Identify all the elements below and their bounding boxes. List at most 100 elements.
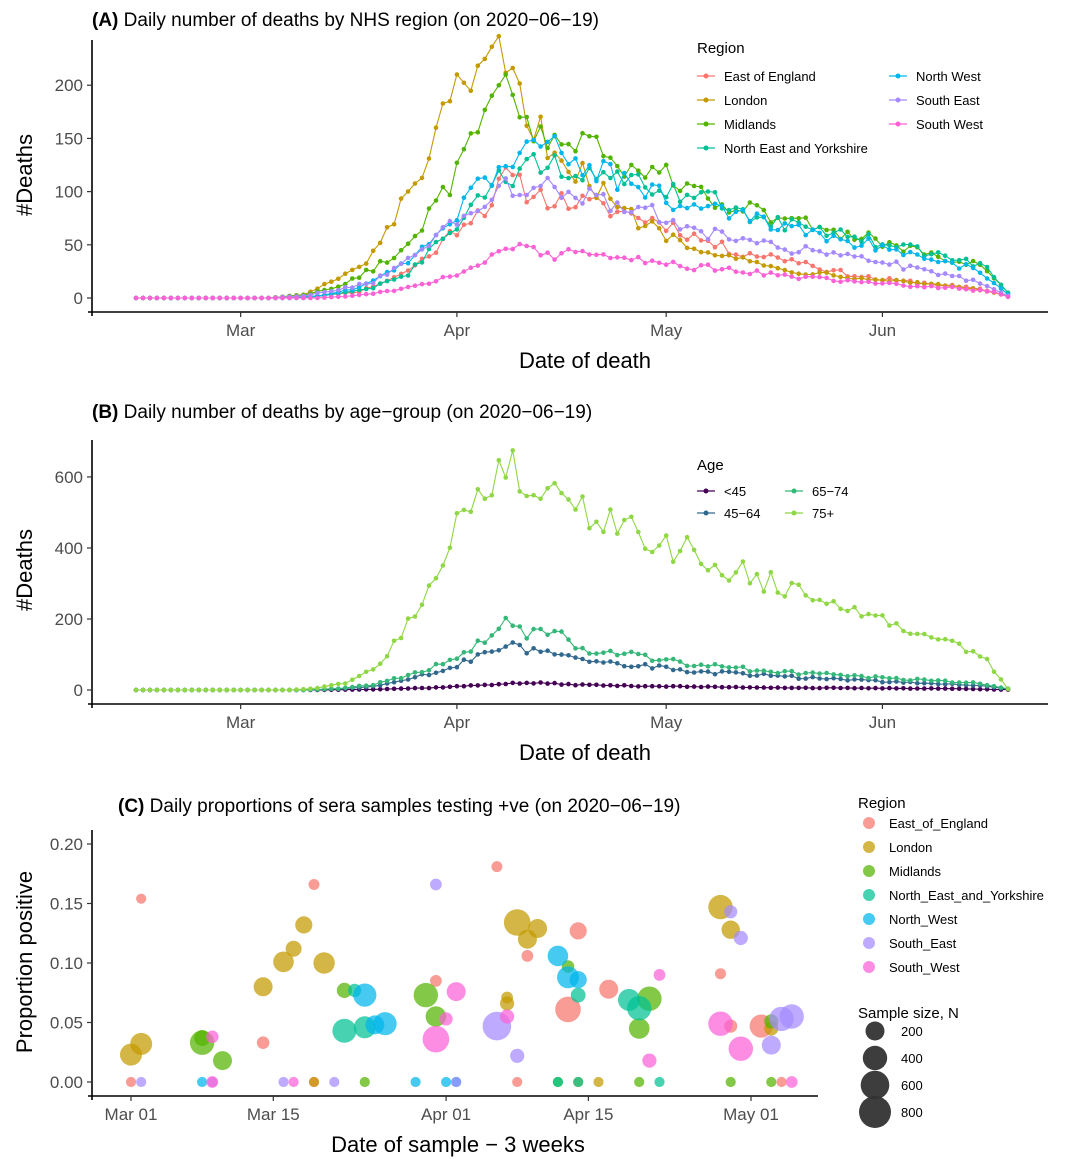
data-point xyxy=(698,229,704,234)
data-point xyxy=(824,270,829,275)
data-point xyxy=(447,230,453,236)
data-point xyxy=(308,1076,320,1088)
data-point xyxy=(726,578,732,583)
data-point xyxy=(789,274,794,279)
data-point xyxy=(468,131,474,136)
data-point xyxy=(203,295,209,301)
data-point xyxy=(677,548,683,554)
data-point xyxy=(580,682,585,687)
data-point xyxy=(253,977,273,997)
data-point xyxy=(552,204,557,209)
data-point xyxy=(705,684,711,689)
data-point xyxy=(594,178,599,184)
data-point xyxy=(430,975,442,987)
data-point xyxy=(412,181,418,186)
data-point xyxy=(238,687,243,693)
data-point xyxy=(789,580,794,586)
data-point xyxy=(439,1012,453,1026)
data-point xyxy=(482,213,488,219)
data-point xyxy=(524,199,529,205)
data-point xyxy=(622,205,627,211)
data-point xyxy=(705,250,711,255)
data-point xyxy=(461,650,467,655)
series-line-south-west xyxy=(136,243,1009,299)
series-south-west xyxy=(206,969,798,1088)
data-point xyxy=(447,218,453,224)
data-point xyxy=(343,294,348,299)
data-point xyxy=(594,651,599,656)
data-point xyxy=(517,192,522,198)
data-point xyxy=(852,685,857,691)
data-point xyxy=(510,640,515,645)
data-point xyxy=(859,614,864,619)
data-point xyxy=(663,684,669,689)
data-point xyxy=(440,101,446,106)
data-point xyxy=(977,287,983,293)
data-point xyxy=(845,238,850,244)
data-point xyxy=(287,295,292,301)
data-point xyxy=(629,209,634,215)
data-point xyxy=(636,684,641,689)
data-point xyxy=(677,199,683,205)
data-point xyxy=(754,668,760,673)
data-point xyxy=(789,685,794,691)
data-point xyxy=(782,594,788,599)
data-point xyxy=(454,273,460,278)
data-point xyxy=(691,195,697,201)
data-point xyxy=(370,269,376,274)
data-point xyxy=(426,156,432,161)
data-point xyxy=(482,56,488,62)
data-point xyxy=(566,169,571,175)
data-point xyxy=(601,660,606,665)
legend-item-east-of-england: East of England xyxy=(697,69,816,84)
data-point xyxy=(482,195,488,200)
data-point xyxy=(559,251,564,256)
data-point xyxy=(705,236,711,242)
legend-item-north-west: North West xyxy=(889,69,981,84)
data-point xyxy=(531,194,536,200)
data-point xyxy=(915,686,920,691)
data-point xyxy=(489,202,495,208)
data-point xyxy=(489,252,495,257)
data-point xyxy=(217,687,222,693)
data-point xyxy=(580,177,585,183)
size-legend-item: 400 xyxy=(862,1045,923,1071)
data-point xyxy=(482,107,488,113)
data-point xyxy=(642,661,648,667)
data-point xyxy=(398,248,404,253)
panel-a-ytick-label: 200 xyxy=(55,76,83,95)
data-point xyxy=(831,278,836,284)
data-point xyxy=(649,164,655,170)
data-point xyxy=(831,267,836,273)
data-point xyxy=(608,255,613,261)
data-point xyxy=(845,608,850,614)
data-point xyxy=(852,279,857,284)
data-point xyxy=(599,979,619,999)
data-point xyxy=(343,685,348,691)
data-point xyxy=(725,1076,736,1088)
data-point xyxy=(998,292,1004,297)
data-point xyxy=(761,1035,781,1055)
data-point xyxy=(935,681,941,687)
legend-item-north-west: North_West xyxy=(863,912,958,927)
data-point xyxy=(433,125,439,130)
data-point xyxy=(817,685,822,691)
data-point xyxy=(991,669,997,675)
data-point xyxy=(482,175,488,180)
data-point xyxy=(231,295,236,301)
data-point xyxy=(656,183,662,188)
data-point xyxy=(343,271,348,277)
data-point xyxy=(454,217,460,223)
data-point xyxy=(859,685,864,691)
data-point xyxy=(747,673,753,679)
legend-item-65-74: 65−74 xyxy=(785,484,849,499)
panel-a-title: (A) Daily number of deaths by NHS region… xyxy=(92,10,599,31)
panel-b-ytick-label: 0 xyxy=(74,681,83,700)
data-point xyxy=(608,155,613,160)
series-line-london xyxy=(136,34,1009,299)
data-point xyxy=(545,681,550,686)
data-point xyxy=(573,1076,584,1088)
data-point xyxy=(991,289,997,295)
data-point xyxy=(555,996,581,1023)
data-point xyxy=(796,672,801,677)
